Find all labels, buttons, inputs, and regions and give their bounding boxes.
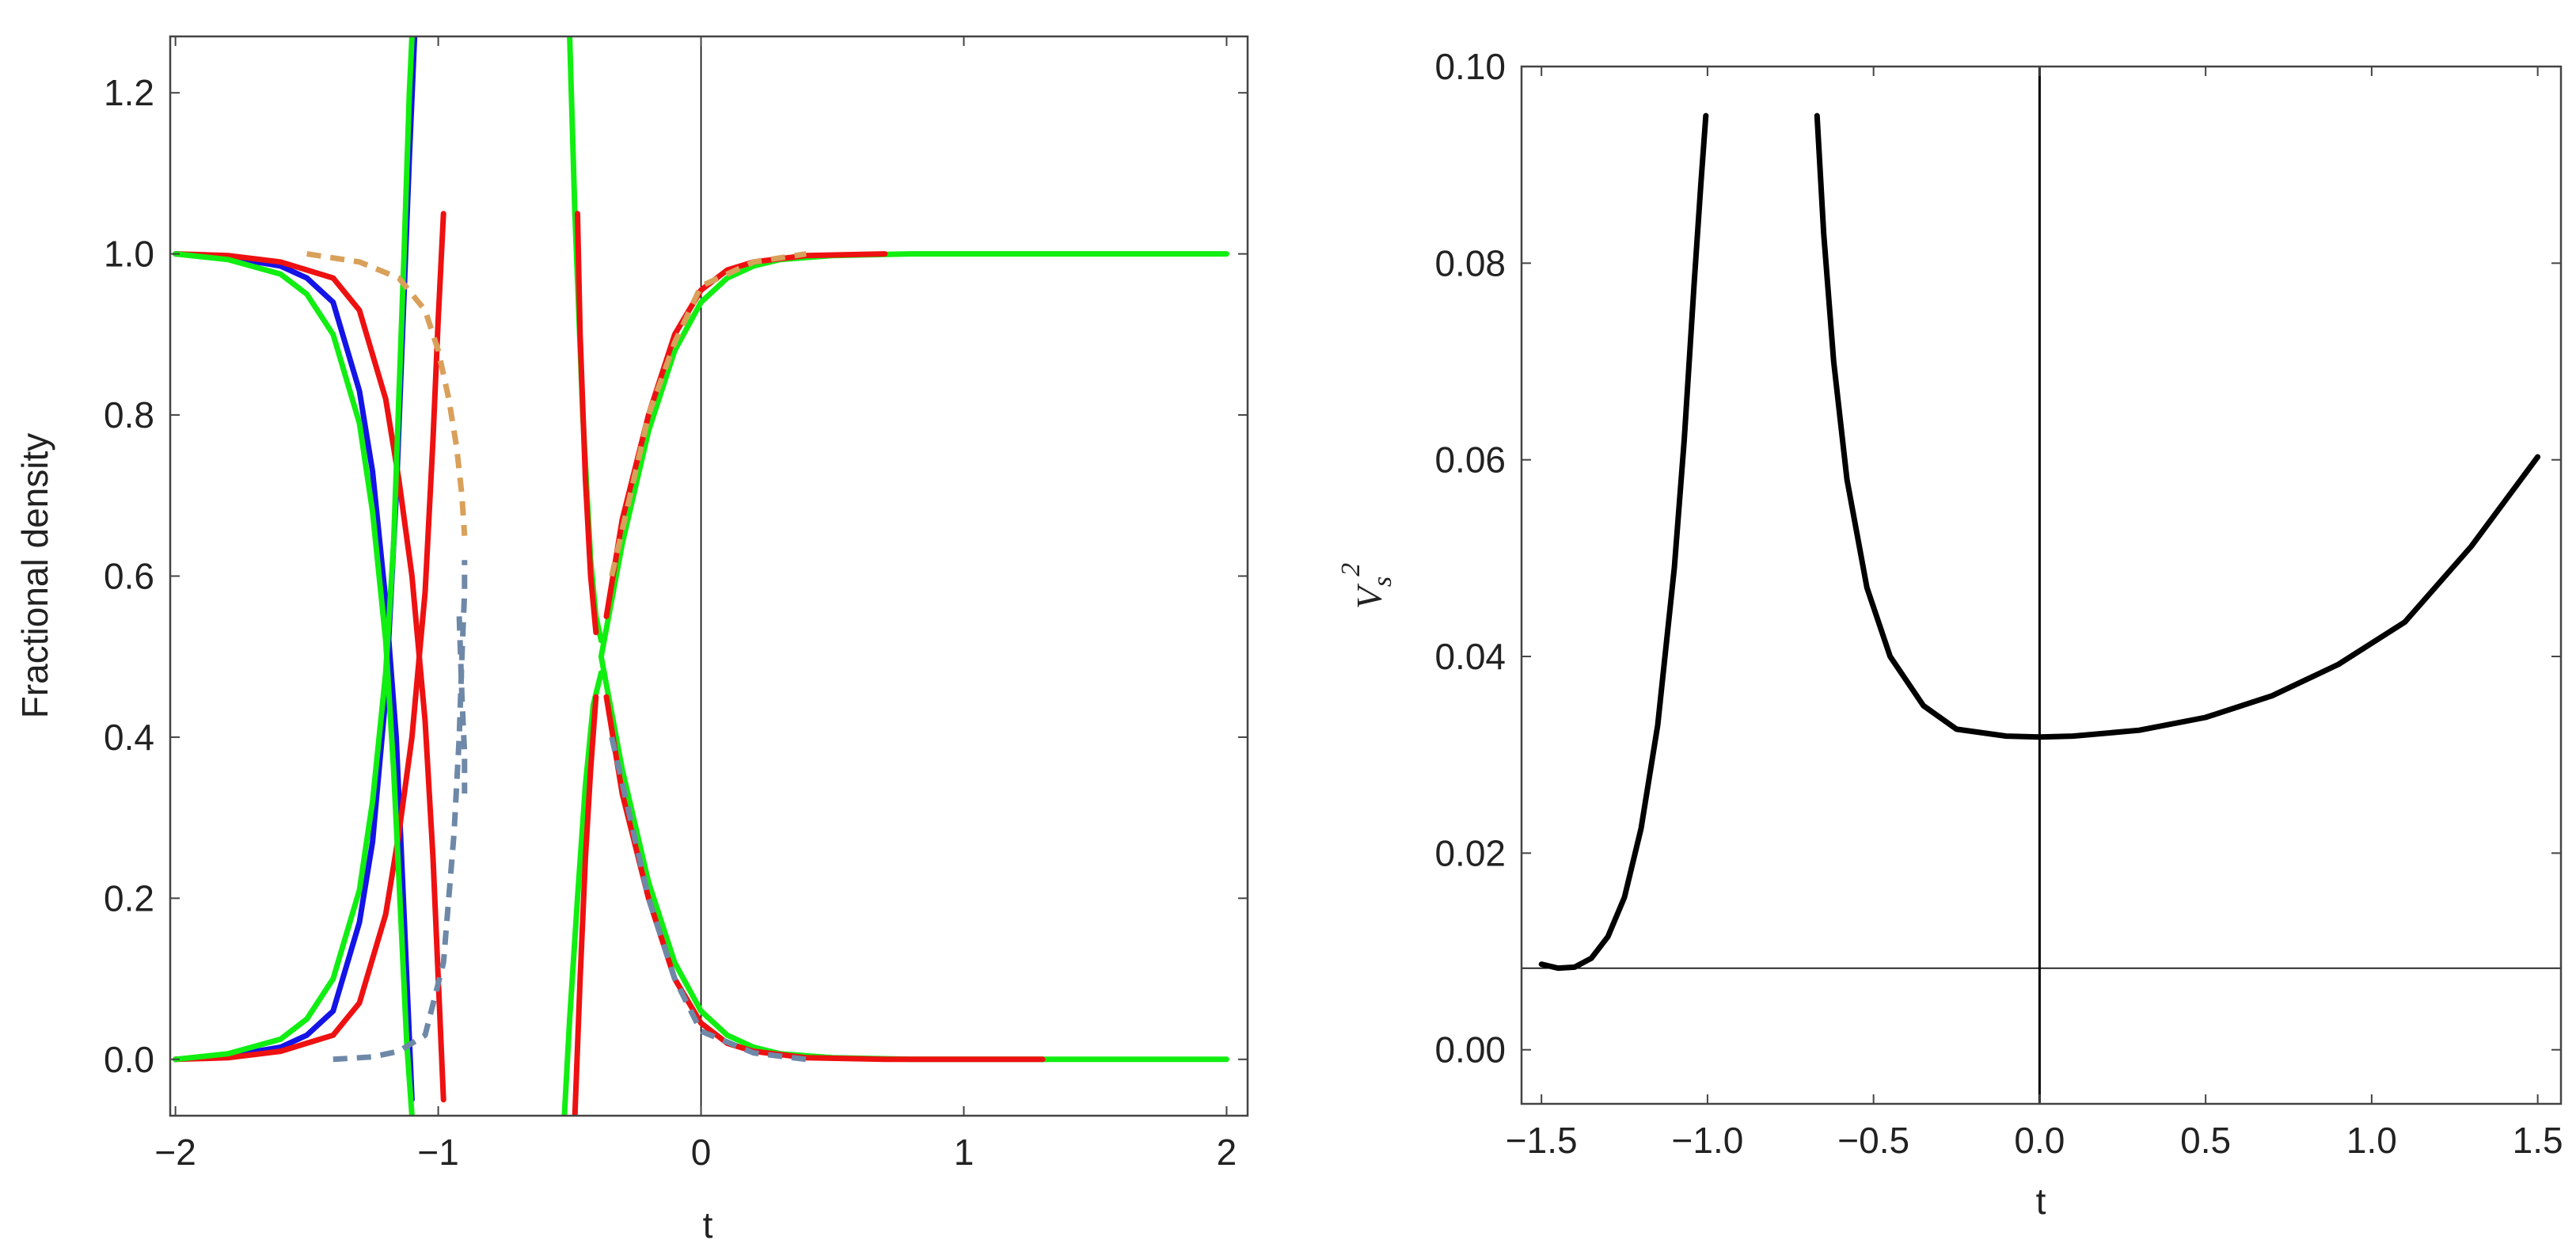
y-tick-label: 1.0 [104,234,154,275]
series-line-green-5 [173,36,415,1063]
x-tick-label: 0 [691,1132,712,1173]
y-tick-label: 0.4 [104,717,154,758]
y-tick-label: 1.2 [104,72,154,113]
y-tick-label: 0.06 [1434,439,1506,481]
x-tick-label: 1 [954,1132,975,1173]
series-line-line-1 [1814,112,2541,740]
series-line-green-14 [598,653,1229,1063]
series-line-green-9 [567,36,604,644]
series-line-red-3 [173,211,446,1063]
x-ticks: −2 −1 0 1 2 [154,36,1237,1173]
series-line-green-4 [173,251,415,1116]
x-tick-label: 1.0 [2346,1120,2397,1161]
series-line-blue-0 [173,251,415,1103]
y-tick-label: 0.2 [104,877,154,919]
series-line-green-13 [598,251,1229,660]
x-axis-label: t [2036,1181,2046,1222]
x-tick-label: −0.5 [1837,1120,1909,1161]
x-tick-label: 0.5 [2180,1120,2231,1161]
x-tick-label: 2 [1217,1132,1237,1173]
series-line-red-2 [173,251,446,1103]
y-axis-label-sub: s [1368,576,1397,587]
series-line-dashed_lower-7 [332,560,468,1063]
plot-frame [169,35,1249,1117]
x-tick-label: −1.0 [1672,1120,1744,1161]
y-tick-label: 0.10 [1434,46,1506,87]
series-line-dashed_lower-8 [456,616,468,794]
y-tick-label: 0.00 [1434,1029,1506,1071]
reference-lines [1522,67,2561,1104]
series-line-red-16 [603,694,1046,1063]
series-line-dashed_upper-17 [609,251,807,577]
y-ticks: 0.0 0.2 0.4 0.6 0.8 1.0 1.2 [104,72,1248,1080]
x-axis-label: t [703,1204,713,1244]
density-panel: −2 −1 0 1 2 0.0 0.2 0.4 0.6 0.8 1.0 1.2 t Fraction… [14,35,1249,1244]
x-tick-label: −2 [154,1132,196,1173]
y-ticks: 0.00 0.02 0.04 0.06 0.08 0.10 [1434,46,2561,1071]
series-line-red-15 [603,251,888,619]
y-tick-label: 0.08 [1434,242,1506,283]
series-line-dashed_lower-18 [609,736,807,1063]
series-line-dashed_upper-6 [306,251,468,536]
sound-speed-panel: −1.5 −1.0 −0.5 0.0 0.5 1.0 1.5 0.000.020.040.0… [1336,46,2563,1222]
y-axis-label: Fractional density [14,433,55,719]
series-line-red-10 [575,211,599,636]
series-line-red-12 [572,694,599,1116]
x-tick-label: 0.0 [2014,1120,2065,1161]
plot-frame [1520,65,2563,1105]
series-line-line-0 [1538,112,1709,972]
x-ticks: −1.5 −1.0 −0.5 0.0 0.5 1.0 1.5 [1506,67,2563,1161]
x-tick-label: −1.5 [1506,1120,1578,1161]
series-group [173,36,1229,1116]
x-tick-label: 1.5 [2513,1120,2563,1161]
x-tick-label: −1 [417,1132,458,1173]
y-tick-label: 0.0 [104,1039,154,1080]
y-tick-label: 0.04 [1434,636,1506,677]
y-axis-label-main: V [1349,583,1389,609]
y-tick-label: 0.02 [1434,832,1506,873]
y-axis-label: Vs2 [1336,563,1397,609]
y-axis-label-sup: 2 [1336,563,1366,576]
y-tick-label: 0.8 [104,394,154,436]
y-tick-label: 0.6 [104,556,154,597]
series-group [1538,112,2541,972]
